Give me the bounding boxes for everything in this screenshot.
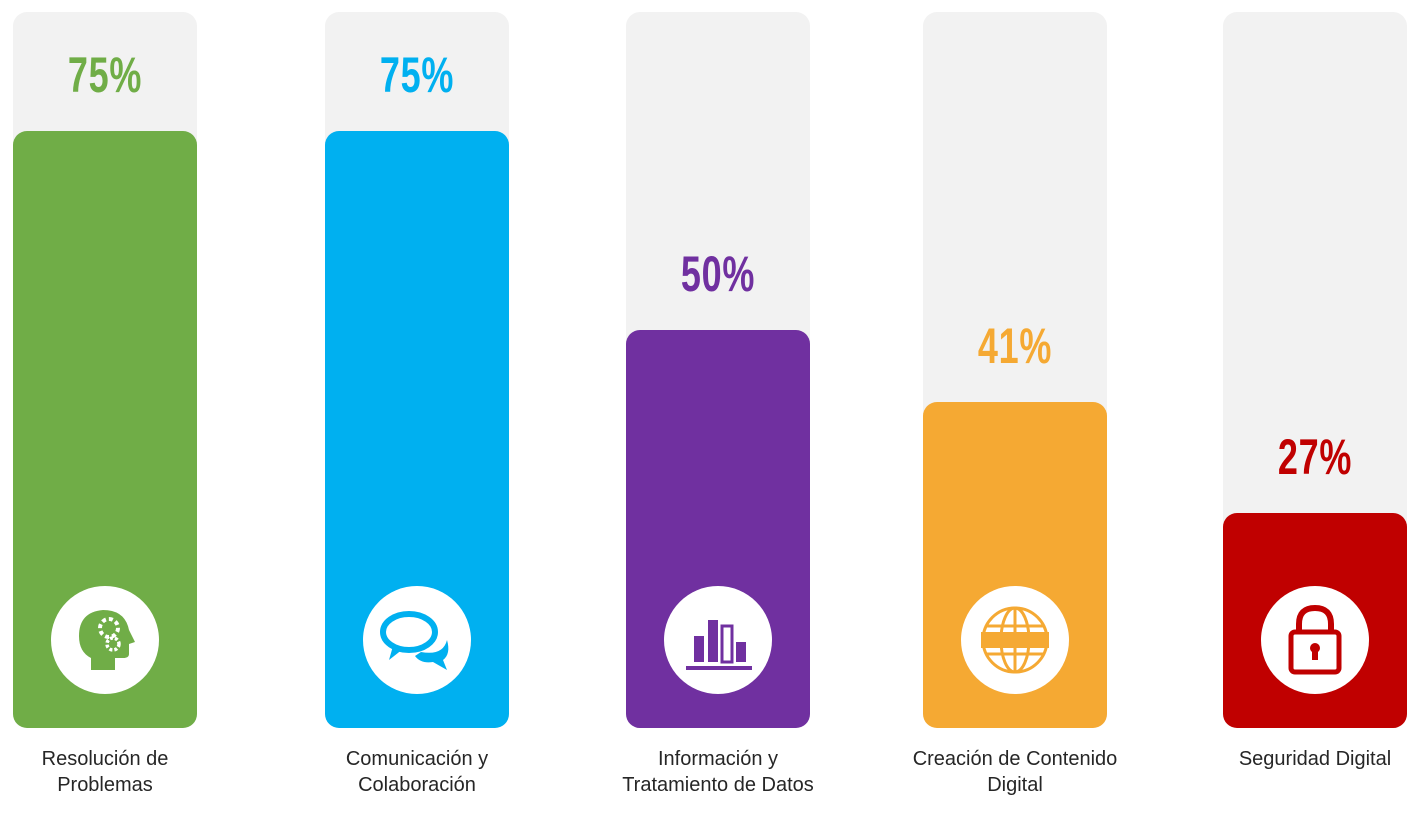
icon-head-gears (51, 586, 159, 694)
icon-bar-chart (664, 586, 772, 694)
value-label: 75% (379, 47, 455, 104)
value-label: 50% (680, 246, 756, 303)
category-label: Seguridad Digital (1238, 748, 1392, 770)
icon-chat (363, 586, 471, 694)
icon-lock (1261, 586, 1369, 694)
value-label: 75% (67, 47, 143, 104)
category-label: Creación de Contenido Digital (912, 748, 1118, 796)
category-label: Resolución de Problemas (41, 748, 169, 796)
value-label: 27% (1277, 429, 1353, 486)
icon-globe (961, 586, 1069, 694)
value-label: 41% (977, 317, 1053, 374)
category-label: Comunicación y Colaboración (345, 748, 489, 796)
category-label: Información y Tratamiento de Datos (622, 748, 814, 796)
